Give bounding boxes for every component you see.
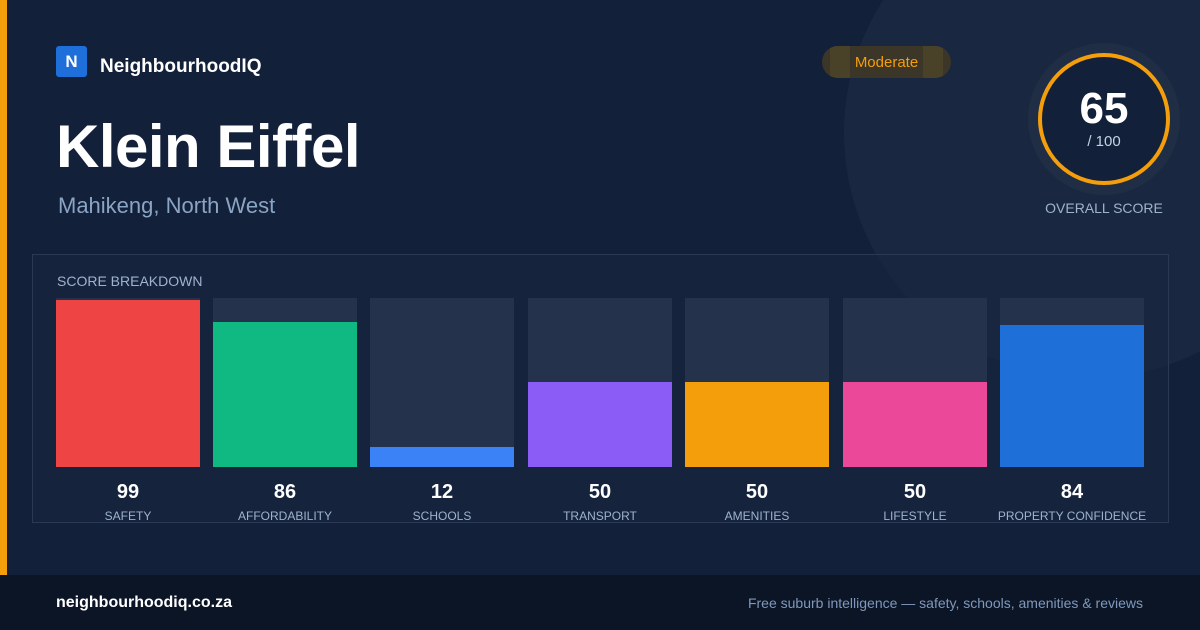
footer-url[interactable]: neighbourhoodiq.co.za bbox=[56, 594, 232, 611]
bar-value: 50 bbox=[903, 481, 927, 503]
bar-label: TRANSPORT bbox=[563, 509, 637, 523]
bar-fill bbox=[213, 322, 357, 467]
bar-track bbox=[370, 298, 514, 467]
score-bar-transport: 50 TRANSPORT bbox=[528, 255, 672, 524]
logo-icon: N bbox=[56, 46, 87, 77]
score-bar-amenities: 50 AMENITIES bbox=[685, 255, 829, 524]
bar-track bbox=[1000, 298, 1144, 467]
bar-label: PROPERTY CONFIDENCE bbox=[997, 509, 1147, 523]
score-breakdown-panel: SCORE BREAKDOWN 99 SAFETY 86 AFFORDABILITY 1… bbox=[32, 254, 1169, 523]
bar-value: 50 bbox=[588, 481, 612, 503]
rating-badge: Moderate bbox=[822, 46, 951, 78]
bar-fill bbox=[685, 382, 829, 467]
bar-label: SAFETY bbox=[104, 509, 152, 523]
bar-track bbox=[213, 298, 357, 467]
bar-label: AFFORDABILITY bbox=[237, 509, 332, 523]
bar-label: AMENITIES bbox=[724, 509, 790, 523]
brand-name: NeighbourhoodIQ bbox=[100, 56, 262, 77]
overall-score-value: 65 bbox=[1079, 84, 1129, 133]
bar-value: 99 bbox=[116, 481, 140, 503]
bar-track bbox=[56, 298, 200, 467]
bar-track bbox=[528, 298, 672, 467]
bar-fill bbox=[528, 382, 672, 467]
score-bar-lifestyle: 50 LIFESTYLE bbox=[843, 255, 987, 524]
score-breakdown-title: SCORE BREAKDOWN bbox=[57, 273, 203, 289]
bar-label: SCHOOLS bbox=[412, 509, 472, 523]
footer: neighbourhoodiq.co.za Free suburb intell… bbox=[0, 575, 1200, 630]
footer-tagline: Free suburb intelligence — safety, schoo… bbox=[747, 595, 1143, 611]
bar-value: 50 bbox=[745, 481, 769, 503]
overall-score-label: OVERALL SCORE bbox=[1045, 200, 1163, 216]
bar-value: 84 bbox=[1060, 481, 1084, 503]
bar-track bbox=[685, 298, 829, 467]
bar-value: 12 bbox=[430, 481, 454, 503]
bar-fill bbox=[1000, 325, 1144, 467]
bar-fill bbox=[370, 447, 514, 467]
bar-fill bbox=[843, 382, 987, 467]
score-bar-schools: 12 SCHOOLS bbox=[370, 255, 514, 524]
score-ring-progress bbox=[1038, 53, 1170, 185]
bar-value: 86 bbox=[273, 481, 297, 503]
place-location: Mahikeng, North West bbox=[58, 193, 276, 218]
accent-bar bbox=[0, 0, 7, 575]
overall-score-max: / 100 bbox=[1087, 133, 1121, 150]
share-card: N NeighbourhoodIQ Klein Eiffel Mahikeng,… bbox=[0, 0, 1180, 575]
score-bar-property-confidence: 84 PROPERTY CONFIDENCE bbox=[998, 255, 1146, 524]
rating-badge-label: Moderate bbox=[854, 53, 919, 71]
score-bar-affordability: 86 AFFORDABILITY bbox=[213, 255, 357, 524]
bar-label: LIFESTYLE bbox=[883, 509, 947, 523]
bar-track bbox=[843, 298, 987, 467]
overall-score-ring bbox=[1028, 43, 1180, 195]
place-name: Klein Eiffel bbox=[56, 113, 361, 180]
score-bar-safety: 99 SAFETY bbox=[56, 255, 200, 524]
bar-fill bbox=[56, 300, 200, 467]
